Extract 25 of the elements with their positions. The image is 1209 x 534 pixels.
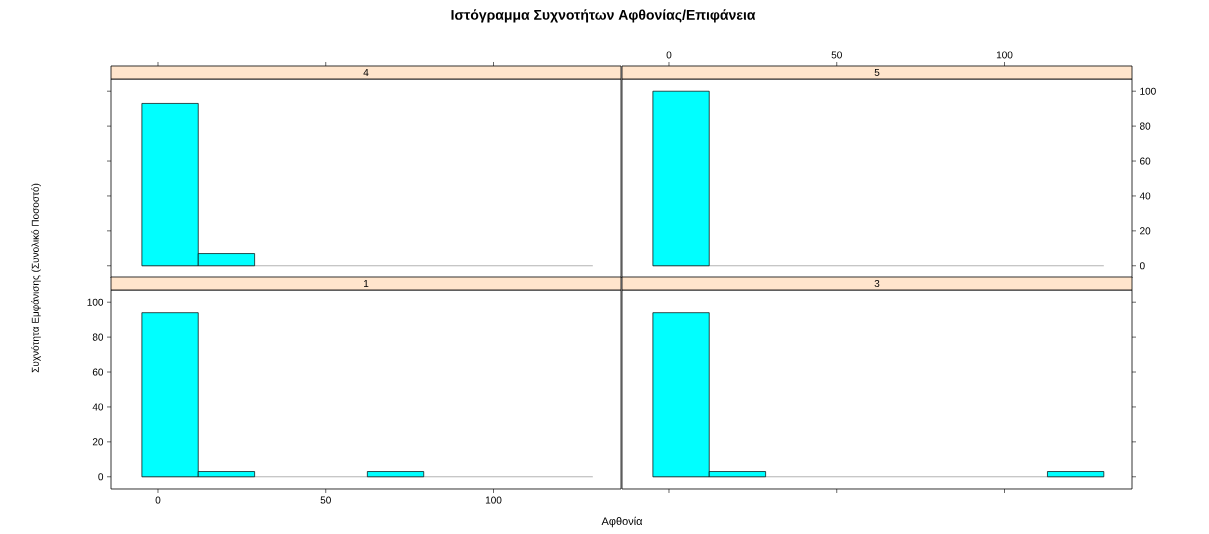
y-tick-label: 40 — [1139, 192, 1151, 200]
chart-title: Ιστόγραμμα Συχνοτήτων Αφθονίας/Επιφάνεια — [451, 9, 756, 23]
x-tick-label: 0 — [666, 51, 672, 59]
chart-subtitle: 3 — [874, 279, 880, 288]
x-axis-title: Αφθονία — [601, 516, 643, 528]
y-tick-label: 20 — [92, 438, 104, 446]
chart-subtitle: 4 — [363, 69, 369, 76]
x-tick-label: 0 — [155, 496, 161, 504]
y-tick-label: 100 — [1140, 87, 1156, 95]
y-tick-label: 0 — [1139, 262, 1145, 270]
y-tick-label: 0 — [98, 473, 104, 481]
y-tick-label: 80 — [1139, 122, 1151, 130]
x-tick-label: 100 — [996, 51, 1013, 59]
y-tick-label: 100 — [87, 298, 104, 306]
y-axis-title: Συχνότητα Εμφάνισης (Συνολικό Ποσοστό) — [31, 183, 41, 373]
chart-subtitle: 5 — [874, 69, 880, 76]
y-tick-label: 20 — [1140, 227, 1151, 235]
y-tick-label: 60 — [1140, 157, 1151, 165]
y-tick-label: 80 — [92, 333, 104, 341]
x-tick-label: 100 — [485, 496, 502, 504]
x-tick-label: 50 — [831, 51, 842, 59]
y-tick-label: 40 — [92, 403, 104, 411]
chart-subtitle: 1 — [364, 280, 369, 287]
x-tick-label: 50 — [320, 496, 331, 504]
y-tick-label: 60 — [92, 368, 104, 376]
